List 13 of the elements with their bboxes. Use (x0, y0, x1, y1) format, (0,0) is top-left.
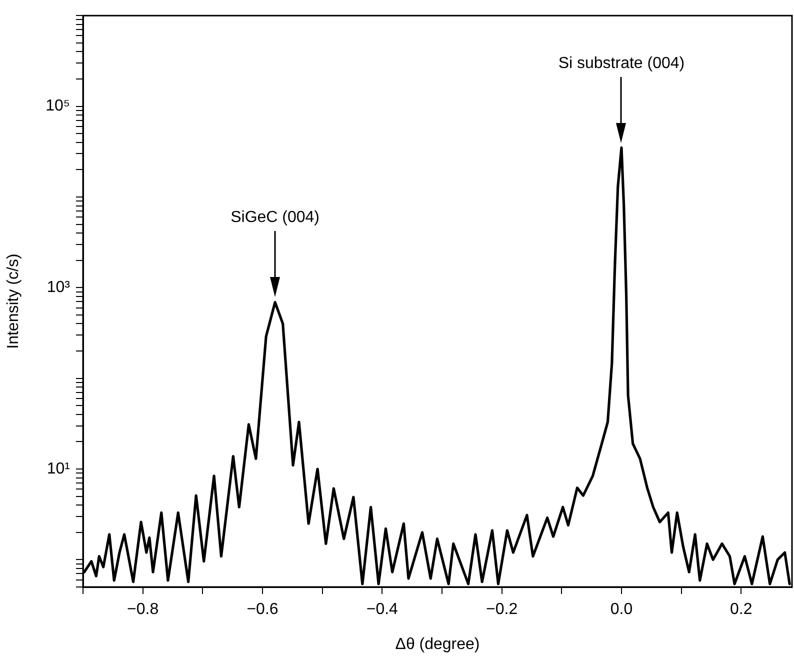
y-tick-label: 10⁵ (46, 98, 70, 115)
annotation: Si substrate (004) (558, 54, 685, 73)
x-tick-label: 0.2 (730, 601, 752, 618)
x-tick-label: −0.8 (127, 601, 159, 618)
x-axis-title: Δθ (degree) (395, 636, 480, 653)
annotation: SiGeC (004) (230, 209, 320, 228)
y-tick-label: 10³ (46, 279, 71, 296)
x-tick-label: −0.6 (246, 601, 278, 618)
x-tick-label: −0.2 (486, 601, 518, 618)
y-tick-label: 10¹ (46, 460, 70, 478)
y-axis-title: Intensity (c/s) (5, 254, 22, 349)
x-tick-label: 0.0 (610, 601, 633, 618)
x-tick-label: −0.4 (366, 601, 398, 618)
